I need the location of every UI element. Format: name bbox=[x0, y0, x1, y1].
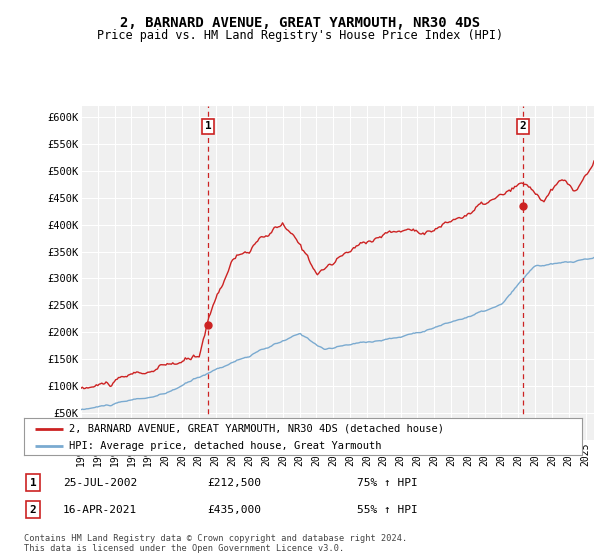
Text: Price paid vs. HM Land Registry's House Price Index (HPI): Price paid vs. HM Land Registry's House … bbox=[97, 29, 503, 42]
Text: 2, BARNARD AVENUE, GREAT YARMOUTH, NR30 4DS: 2, BARNARD AVENUE, GREAT YARMOUTH, NR30 … bbox=[120, 16, 480, 30]
Text: £435,000: £435,000 bbox=[207, 505, 261, 515]
Text: HPI: Average price, detached house, Great Yarmouth: HPI: Average price, detached house, Grea… bbox=[68, 441, 381, 451]
Text: 2: 2 bbox=[520, 122, 527, 132]
Text: 2: 2 bbox=[29, 505, 37, 515]
Text: 75% ↑ HPI: 75% ↑ HPI bbox=[357, 478, 418, 488]
Text: 16-APR-2021: 16-APR-2021 bbox=[63, 505, 137, 515]
Text: 1: 1 bbox=[29, 478, 37, 488]
Text: Contains HM Land Registry data © Crown copyright and database right 2024.
This d: Contains HM Land Registry data © Crown c… bbox=[24, 534, 407, 553]
Text: 25-JUL-2002: 25-JUL-2002 bbox=[63, 478, 137, 488]
Text: 1: 1 bbox=[205, 122, 212, 132]
Text: 55% ↑ HPI: 55% ↑ HPI bbox=[357, 505, 418, 515]
Text: 2, BARNARD AVENUE, GREAT YARMOUTH, NR30 4DS (detached house): 2, BARNARD AVENUE, GREAT YARMOUTH, NR30 … bbox=[68, 423, 443, 433]
Text: £212,500: £212,500 bbox=[207, 478, 261, 488]
